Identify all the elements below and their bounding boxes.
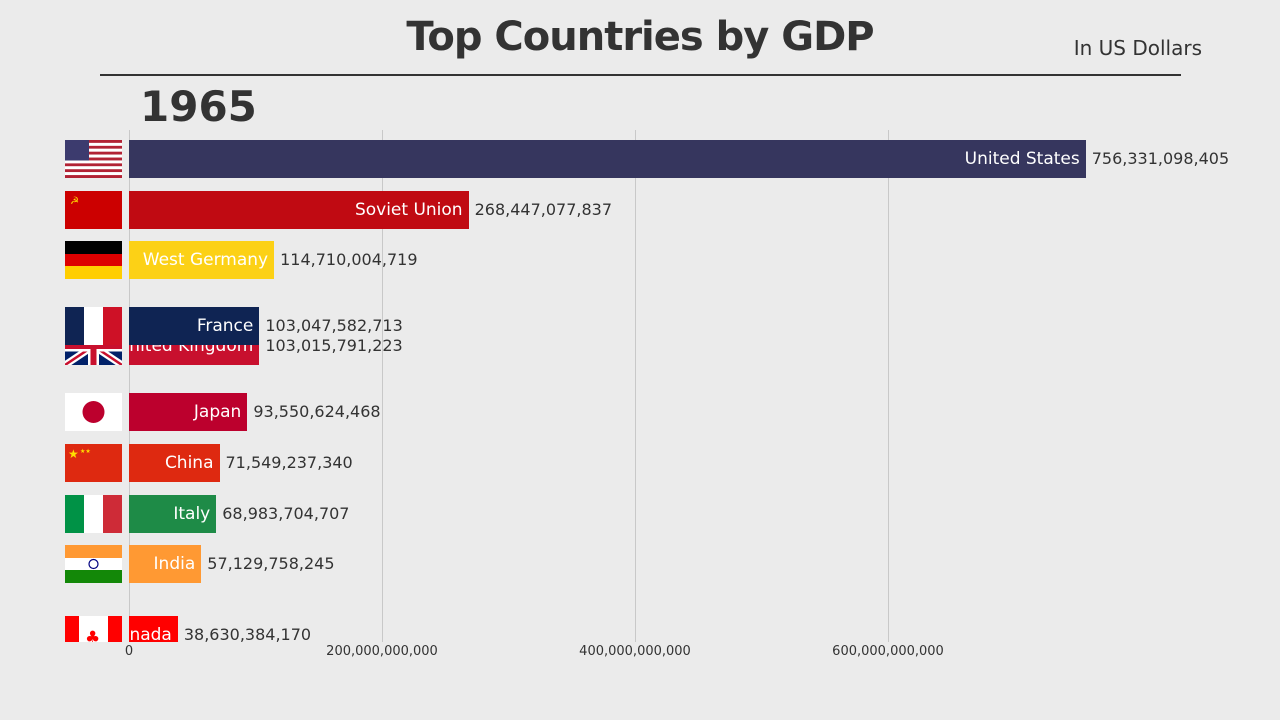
gridline [635, 130, 636, 642]
bar-label: Italy [173, 504, 211, 524]
bar-japan: Japan [129, 393, 248, 431]
bar-label: India [153, 554, 196, 574]
value-label: 68,983,704,707 [222, 504, 350, 523]
bar-united-states: United States [129, 140, 1086, 178]
x-tick-label: 200,000,000,000 [326, 644, 438, 659]
value-label: 114,710,004,719 [280, 250, 418, 269]
gridline [888, 130, 889, 642]
flag-west-germany-icon [65, 241, 122, 279]
gridline [129, 130, 130, 642]
flag-canada-icon: ♣ [65, 616, 122, 642]
value-label: 103,015,791,223 [265, 336, 403, 355]
gridline [382, 130, 383, 642]
bar-label: Japan [193, 402, 242, 422]
svg-text:★★: ★★ [80, 448, 91, 455]
svg-text:★: ★ [68, 447, 79, 461]
bar-france: France [129, 307, 260, 345]
bar-label: West Germany [142, 250, 269, 270]
bar-china: China [129, 444, 220, 482]
value-label: 38,630,384,170 [183, 625, 312, 642]
bar-india: India [129, 545, 202, 583]
bar-italy: Italy [129, 495, 217, 533]
bar-west-germany: West Germany [129, 241, 275, 279]
x-tick-label: 0 [124, 644, 134, 659]
flag-italy-icon [65, 495, 122, 533]
chart-title: Top Countries by GDP [406, 14, 874, 60]
title-divider [100, 74, 1181, 76]
bar-label: China [164, 453, 214, 473]
flag-japan-icon [65, 393, 122, 431]
svg-text:♣: ♣ [85, 628, 100, 642]
bar-label: Soviet Union [354, 200, 463, 220]
bar-chart-area: United States 756,331,098,405 ☭ Soviet Unio… [0, 130, 1280, 642]
value-label: 93,550,624,468 [253, 402, 381, 421]
x-tick-label: 600,000,000,000 [832, 644, 944, 659]
bar-label: Canada [129, 625, 172, 642]
chart-subtitle: In US Dollars [1073, 36, 1202, 60]
bar-label: France [196, 316, 254, 336]
flag-soviet-union-icon: ☭ [65, 191, 122, 229]
value-label: 103,047,582,713 [265, 316, 403, 335]
flag-united-states-icon [65, 140, 122, 178]
flag-france-icon [65, 307, 122, 345]
flag-china-icon: ★ ★★ [65, 444, 122, 482]
year-label: 1965 [140, 82, 257, 131]
bar-canada: Canada [129, 616, 178, 642]
svg-text:☭: ☭ [70, 196, 79, 207]
value-label: 57,129,758,245 [207, 554, 335, 573]
value-label: 71,549,237,340 [225, 453, 353, 472]
value-label: 268,447,077,837 [474, 200, 612, 219]
bar-label: United States [964, 149, 1080, 169]
x-tick-label: 400,000,000,000 [579, 644, 691, 659]
bar-soviet-union: Soviet Union [129, 191, 469, 229]
flag-india-icon [65, 545, 122, 583]
value-label: 756,331,098,405 [1091, 149, 1230, 168]
